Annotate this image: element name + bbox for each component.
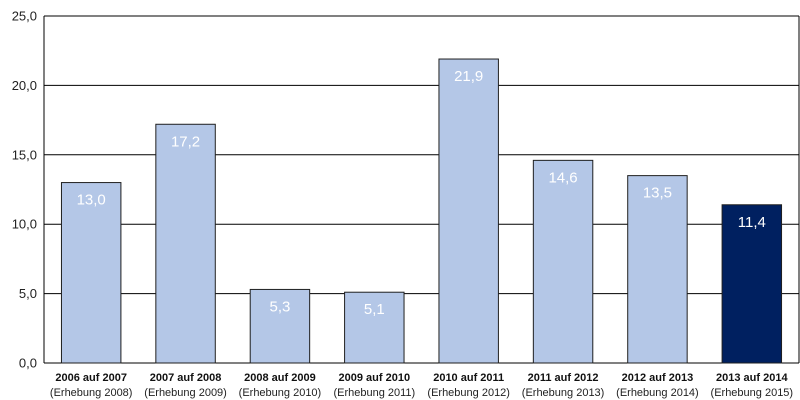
x-tick-label: 2009 auf 2010 (339, 372, 411, 384)
y-axis: 0,0 5,0 10,0 15,0 20,0 25,0 (12, 9, 800, 371)
x-tick-label: 2013 auf 2014 (716, 372, 788, 384)
x-tick-sublabel: (Erhebung 2014) (616, 387, 699, 399)
bar (249, 288, 311, 364)
data-label: 11,4 (738, 214, 766, 231)
bars: 13,0 17,2 5,3 5,1 21,9 14,6 13,5 11,4 (60, 58, 783, 364)
bar (721, 204, 783, 364)
y-tick-label: 25,0 (12, 9, 37, 24)
x-tick-label: 2012 auf 2013 (622, 372, 694, 384)
y-tick-label: 15,0 (12, 147, 37, 162)
x-tick-sublabel: (Erhebung 2013) (522, 387, 605, 399)
bar (532, 159, 594, 364)
x-tick-label: 2008 auf 2009 (244, 372, 316, 384)
x-tick-sublabel: (Erhebung 2008) (50, 387, 133, 399)
y-tick-label: 20,0 (12, 78, 37, 93)
x-tick-sublabel: (Erhebung 2015) (711, 387, 794, 399)
data-label: 21,9 (454, 68, 483, 85)
data-label: 14,6 (548, 169, 577, 186)
bar (155, 123, 216, 364)
bar (60, 182, 122, 364)
x-axis: 2006 auf 2007 (Erhebung 2008) 2007 auf 200… (50, 372, 793, 399)
x-tick-label: 2010 auf 2011 (433, 372, 504, 384)
bar (438, 58, 499, 364)
bar (344, 291, 405, 364)
y-tick-label: 10,0 (12, 217, 37, 232)
x-tick-label: 2006 auf 2007 (55, 372, 127, 384)
x-tick-sublabel: (Erhebung 2010) (239, 387, 322, 399)
data-label: 5,3 (270, 298, 291, 315)
x-tick-sublabel: (Erhebung 2011) (333, 387, 415, 399)
y-tick-label: 0,0 (19, 356, 37, 371)
data-label: 17,2 (171, 133, 200, 150)
x-tick-label: 2007 auf 2008 (150, 372, 222, 384)
x-tick-sublabel: (Erhebung 2012) (427, 387, 510, 399)
data-label: 13,5 (643, 185, 672, 202)
y-tick-label: 5,0 (19, 286, 37, 301)
data-label: 13,0 (77, 192, 106, 209)
x-tick-sublabel: (Erhebung 2009) (144, 387, 227, 399)
data-label: 5,1 (364, 301, 385, 318)
x-tick-label: 2011 auf 2012 (528, 372, 599, 384)
bar (627, 175, 688, 364)
